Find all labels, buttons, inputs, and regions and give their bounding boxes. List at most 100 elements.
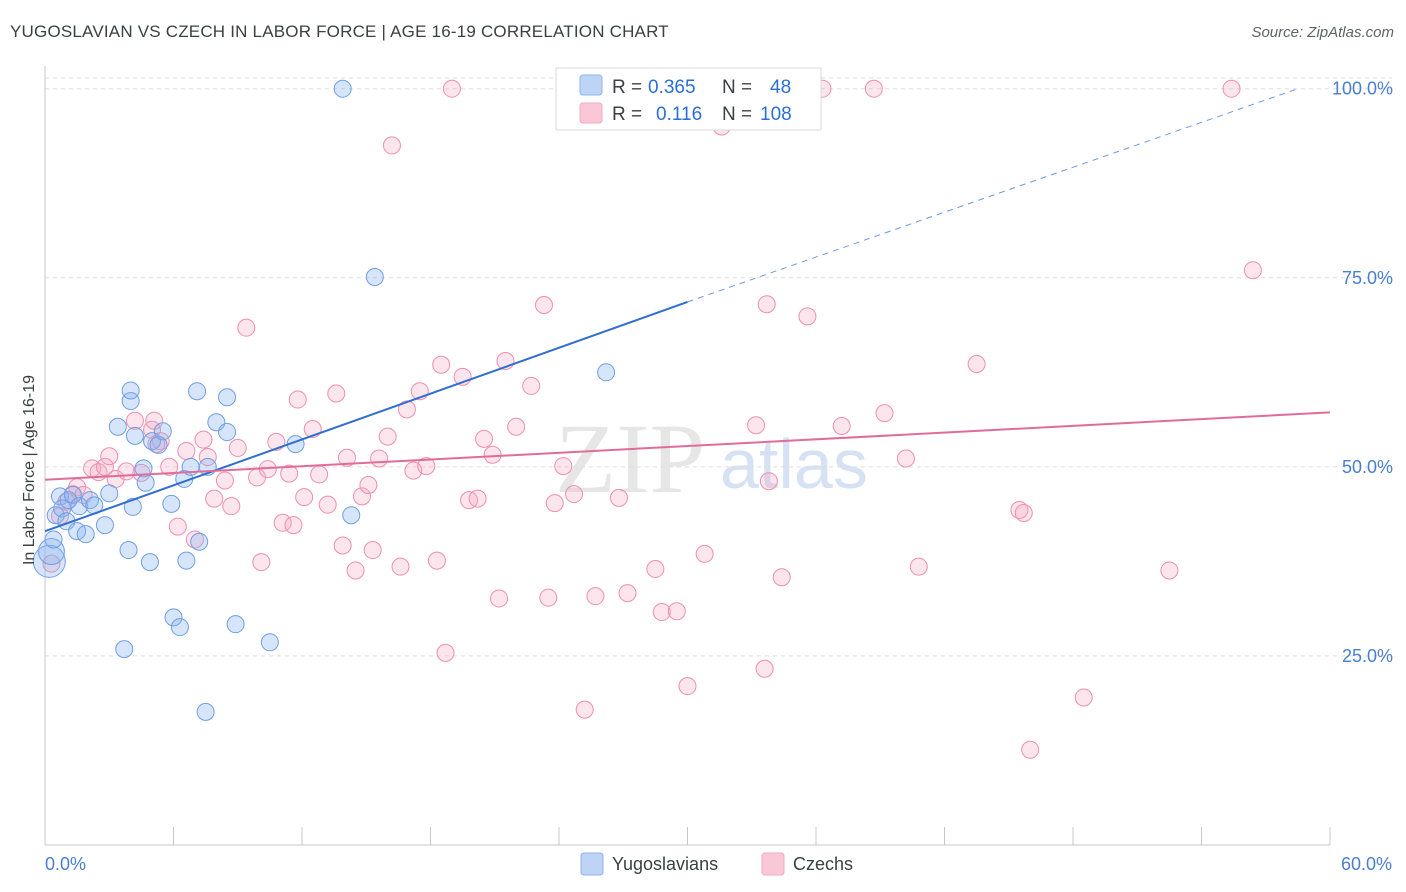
czech-point: [475, 429, 494, 448]
czech-point: [378, 427, 397, 446]
czech-point: [759, 472, 778, 491]
bottom-legend-yugoslavians: Yugoslavians: [612, 854, 718, 874]
yugoslavian-point: [218, 388, 237, 407]
czech-point: [539, 588, 558, 607]
legend-r-value-1: 0.365: [648, 77, 696, 98]
czech-point: [798, 307, 817, 326]
yugoslavian-point: [162, 494, 181, 513]
czech-point: [575, 700, 594, 719]
czech-point: [652, 603, 671, 622]
czech-point: [695, 544, 714, 563]
czech-point: [370, 449, 389, 468]
czech-point: [359, 475, 378, 494]
yugoslavian-point: [134, 459, 153, 478]
czech-point: [42, 554, 61, 573]
czech-point: [667, 602, 686, 621]
yugoslavian-point: [46, 506, 65, 525]
yugoslavian-point: [333, 79, 352, 98]
czech-point: [896, 449, 915, 468]
czech-point: [1074, 688, 1093, 707]
y-axis-label: In Labor Force | Age 16-19: [21, 375, 38, 565]
legend-n-value-1: 48: [770, 77, 791, 98]
yugoslavian-point: [260, 633, 279, 652]
trend-lines: [44, 88, 1331, 533]
watermark-atlas: atlas: [720, 425, 868, 503]
czech-point: [442, 79, 461, 98]
czech-point: [237, 318, 256, 337]
czech-point: [327, 384, 346, 403]
czech-point: [295, 488, 314, 507]
czech-point: [215, 471, 234, 490]
yugoslavian-trend-line: [44, 301, 688, 533]
czech-point: [352, 487, 371, 506]
yugoslavian-point: [115, 640, 134, 659]
chart-title: YUGOSLAVIAN VS CZECH IN LABOR FORCE | AG…: [10, 22, 669, 41]
czech-point: [288, 390, 307, 409]
yugoslavian-point: [63, 485, 82, 504]
czech-point: [273, 513, 292, 532]
legend-n-value-2: 108: [760, 104, 792, 125]
x-tick-label-min: 0.0%: [45, 854, 86, 874]
czech-point: [564, 485, 583, 504]
legend-swatch-czechs: [579, 102, 603, 124]
czech-point: [205, 489, 224, 508]
yugoslavian-point: [164, 608, 183, 627]
czech-point: [318, 495, 337, 514]
czech-point: [346, 561, 365, 580]
yugoslavian-point: [177, 551, 196, 570]
czech-point: [586, 587, 605, 606]
czech-point: [132, 463, 151, 482]
watermark-zip: ZIP: [555, 403, 705, 514]
legend-swatch-yugoslavians: [579, 74, 603, 96]
czech-point: [100, 447, 119, 466]
czech-point: [864, 79, 883, 98]
czech-point: [832, 417, 851, 436]
czech-point: [522, 376, 541, 395]
czech-point: [310, 465, 329, 484]
czech-point: [747, 416, 766, 435]
yugoslavian-point: [37, 538, 65, 566]
czech-point: [168, 517, 187, 536]
czech-point: [755, 659, 774, 678]
yugoslavian-point: [140, 553, 159, 572]
czech-point: [333, 536, 352, 555]
yugoslavian-point: [153, 422, 172, 441]
yugoslavian-point: [170, 618, 189, 637]
czech-point: [646, 559, 665, 578]
czech-point: [468, 489, 487, 508]
czech-point: [545, 494, 564, 513]
czech-point: [427, 551, 446, 570]
yugoslavian-point: [95, 516, 114, 535]
czech-point: [382, 136, 401, 155]
yugoslavian-point: [149, 435, 168, 454]
czech-point: [757, 295, 776, 314]
yugoslavian-point: [44, 530, 63, 549]
y-tick-label-100: 100.0%: [1332, 79, 1393, 99]
czech-point: [337, 448, 356, 467]
czech-point: [198, 448, 217, 467]
legend-r-value-2: 0.116: [656, 104, 702, 125]
czech-point: [252, 553, 271, 572]
czech-point: [160, 457, 179, 476]
axes: [44, 66, 1331, 846]
yugoslavian-point: [108, 417, 127, 436]
yugoslavian-point: [123, 497, 142, 516]
legend-n-label-1: N =: [722, 77, 752, 98]
czech-point: [222, 497, 241, 516]
yugoslavian-point: [188, 382, 207, 401]
yugoslavian-point: [119, 541, 138, 560]
czech-point: [177, 441, 196, 460]
czech-point: [967, 354, 986, 373]
yugoslavian-point: [100, 484, 119, 503]
czech-point: [228, 438, 247, 457]
yugoslavian-point: [196, 702, 215, 721]
yugoslavian-point: [342, 506, 361, 525]
y-tick-label-25: 25.0%: [1342, 646, 1393, 666]
yugoslavian-trend-extension: [687, 88, 1299, 303]
czech-point: [417, 457, 436, 476]
yugoslavian-point: [190, 532, 209, 551]
czech-point: [432, 355, 451, 374]
stats-legend: R = 0.365 N = 48 R = 0.116 N = 108: [555, 67, 822, 131]
gridlines: [45, 77, 1392, 657]
